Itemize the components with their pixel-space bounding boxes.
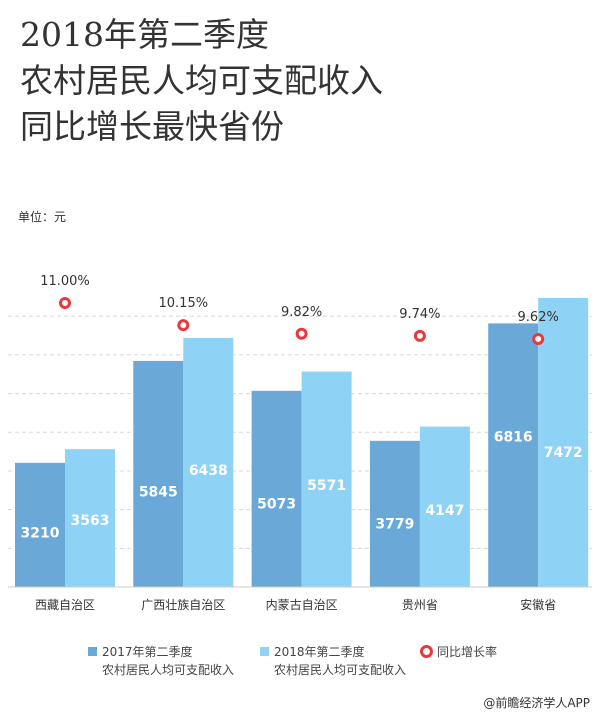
legend-label: 农村居民人均可支配收入 (274, 663, 407, 677)
category-label: 贵州省 (402, 598, 438, 612)
bar (251, 390, 302, 587)
legend-label: 2018年第二季度 (274, 645, 365, 659)
unit-label: 单位：元 (18, 210, 67, 224)
bar-value-label: 3210 (21, 525, 60, 541)
bar-value-label: 5845 (139, 485, 178, 501)
category-label: 内蒙古自治区 (266, 597, 338, 612)
rate-marker (177, 319, 190, 332)
bar-value-label: 3563 (71, 513, 110, 529)
legend-swatch (88, 647, 97, 656)
bar-value-label: 4147 (425, 503, 464, 519)
category-label: 安徽省 (520, 597, 556, 612)
legend-item-2017: 2017年第二季度 农村居民人均可支配收入 (88, 643, 234, 679)
legend-label: 2017年第二季度 (102, 645, 193, 659)
bar-value-label: 6438 (189, 463, 228, 479)
bar (133, 360, 184, 587)
bar (15, 462, 65, 587)
category-label: 西藏自治区 (35, 598, 95, 612)
bar-value-label: 5571 (307, 478, 346, 494)
chart-title: 2018年第二季度 农村居民人均可支配收入 同比增长最快省份 (20, 12, 383, 150)
legend-label: 农村居民人均可支配收入 (102, 663, 235, 677)
bar (538, 298, 589, 587)
bar (183, 337, 234, 587)
category-label: 广西壮族自治区 (141, 598, 225, 612)
legend-item-rate: 同比增长率 (420, 643, 497, 661)
rate-marker (532, 333, 545, 346)
bar (488, 323, 539, 587)
rate-label: 10.15% (159, 296, 209, 311)
legend-item-2018: 2018年第二季度 农村居民人均可支配收入 (260, 643, 406, 679)
bar-value-label: 3779 (375, 517, 414, 533)
rate-marker (413, 329, 426, 342)
legend-ring-icon (420, 645, 433, 658)
title-line: 同比增长最快省份 (20, 107, 284, 146)
footer-credit: @前瞻经济学人APP (483, 696, 590, 710)
rate-label: 11.00% (40, 274, 90, 289)
bar (301, 371, 352, 587)
legend-swatch (260, 647, 269, 656)
rate-label: 9.62% (518, 310, 559, 325)
rate-marker (295, 327, 308, 340)
title-line: 2018年第二季度 (20, 15, 269, 54)
rate-label: 9.74% (399, 307, 440, 322)
bar (419, 426, 470, 587)
rate-marker (59, 297, 71, 309)
title-line: 农村居民人均可支配收入 (20, 61, 383, 100)
bar (65, 449, 115, 587)
bar-value-label: 6816 (494, 430, 533, 446)
rate-label: 9.82% (281, 305, 322, 320)
bar-value-label: 5073 (257, 497, 296, 513)
bar-value-label: 7472 (544, 445, 583, 461)
legend-label: 同比增长率 (437, 645, 498, 659)
bar (369, 440, 420, 587)
